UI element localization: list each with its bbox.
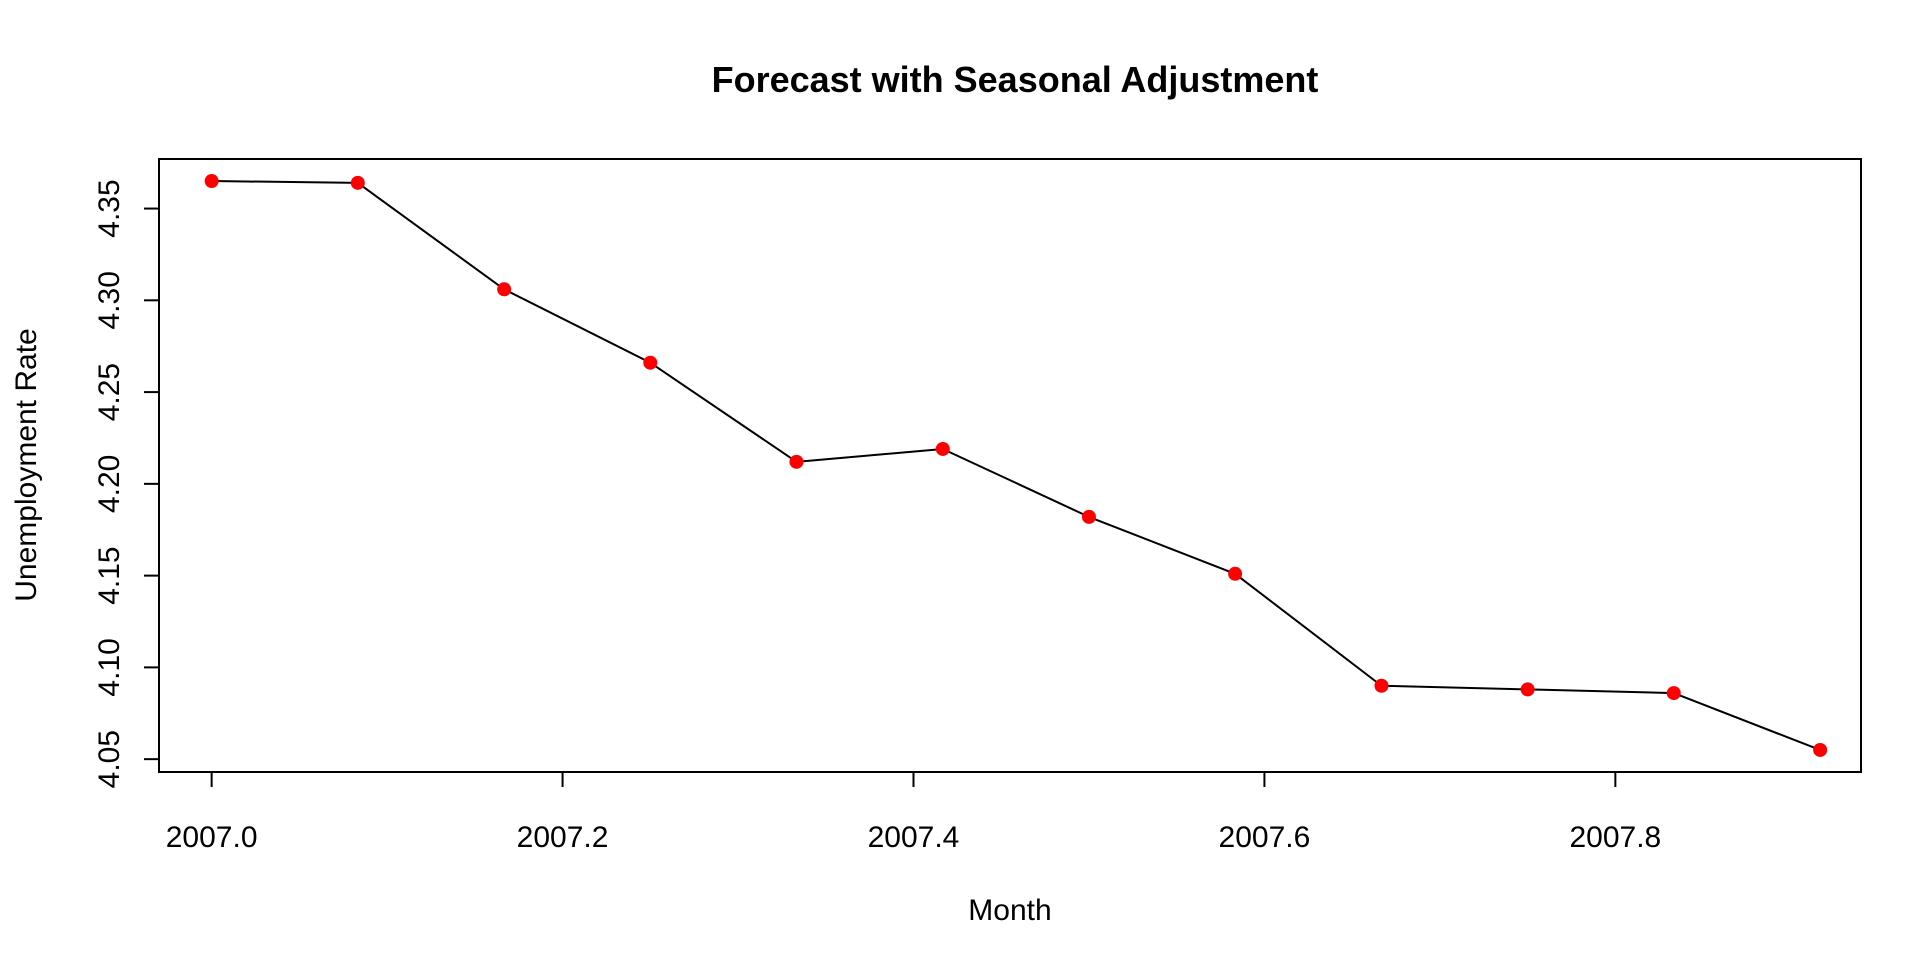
data-point <box>1520 682 1535 697</box>
series-line-segment <box>649 361 798 463</box>
data-point <box>1081 509 1096 524</box>
y-tick-label: 4.35 <box>93 179 126 237</box>
series-line-segment <box>1381 684 1528 691</box>
data-point <box>643 355 658 370</box>
y-tick-label: 4.30 <box>93 271 126 329</box>
plot-frame <box>158 158 1862 773</box>
y-axis-label: Unemployment Rate <box>10 328 43 601</box>
x-tick-label: 2007.2 <box>517 821 609 854</box>
data-point <box>1228 566 1243 581</box>
y-tick-label: 4.15 <box>93 546 126 604</box>
x-tick-label: 2007.8 <box>1569 821 1661 854</box>
y-tick-label: 4.05 <box>93 730 126 788</box>
y-tick-label: 4.25 <box>93 363 126 421</box>
x-axis: 2007.0 2007.2 2007.4 2007.6 2007.8 <box>166 771 1661 854</box>
y-axis: 4.05 4.10 4.15 4.20 4.25 4.30 4.35 <box>93 179 160 788</box>
data-point <box>350 175 365 190</box>
series-line-segment <box>503 288 651 364</box>
x-tick-label: 2007.6 <box>1219 821 1311 854</box>
data-point <box>204 174 219 189</box>
data-point <box>1374 678 1389 693</box>
series-line-segment <box>1527 688 1674 695</box>
series-line-segment <box>1234 572 1383 687</box>
data-point <box>1666 686 1681 701</box>
x-tick-label: 2007.4 <box>868 821 960 854</box>
series-line-segment <box>1673 692 1821 751</box>
y-tick-label: 4.10 <box>93 638 126 696</box>
y-tick-label: 4.20 <box>93 455 126 513</box>
x-tick-label: 2007.0 <box>166 821 258 854</box>
series-line-segment <box>796 447 943 463</box>
series-line-segment <box>942 448 1090 518</box>
series-line-segment <box>1088 515 1236 575</box>
data-point <box>789 454 804 469</box>
x-axis-label: Month <box>968 894 1051 927</box>
data-point <box>935 441 950 456</box>
series-layer <box>204 174 1828 757</box>
data-point <box>1813 742 1828 757</box>
data-point <box>497 282 512 297</box>
chart-title: Forecast with Seasonal Adjustment <box>712 59 1319 100</box>
series-line-segment <box>211 180 358 184</box>
series-line-segment <box>357 182 505 291</box>
